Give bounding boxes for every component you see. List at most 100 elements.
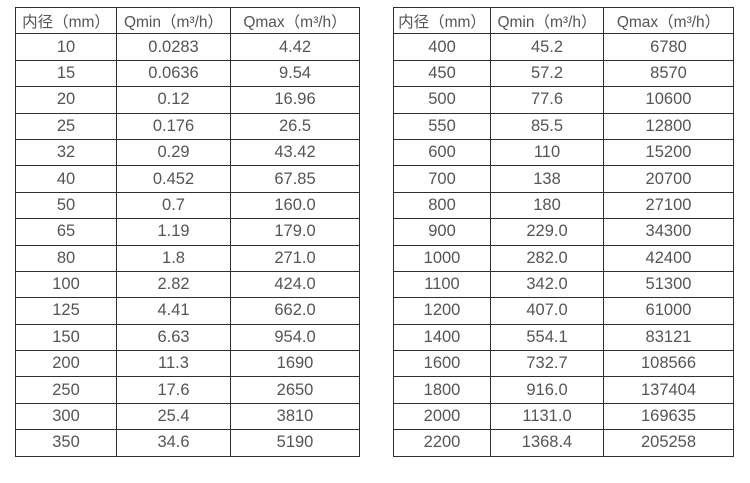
table-cell: 137404	[603, 376, 734, 404]
table-cell: 0.12	[116, 86, 231, 114]
table-cell: 800	[393, 191, 491, 220]
table-cell: 450	[393, 59, 491, 88]
table-row: 200 11.3 1690	[15, 350, 360, 378]
table-cell: 1800	[393, 376, 491, 404]
table-cell: 600	[393, 138, 491, 167]
table-row: 25 0.176 26.5	[15, 112, 360, 140]
table-cell: 9.54	[230, 59, 360, 88]
table-row: 300 25.4 3810	[15, 402, 360, 431]
column-header-inner-diameter: 内径（mm）	[15, 6, 117, 35]
table-row: 1600 732.7 108566	[393, 350, 734, 378]
table-row: 20 0.12 16.96	[15, 86, 360, 114]
header-row: 内径（mm） Qmin（m³/h） Qmax（m³/h）	[15, 6, 360, 35]
table-row: 800 180 27100	[393, 191, 734, 220]
table-row: 500 77.6 10600	[393, 86, 734, 114]
column-header-qmax: Qmax（m³/h）	[230, 6, 360, 35]
table-cell: 282.0	[490, 244, 604, 272]
table-row: 50 0.7 160.0	[15, 191, 360, 220]
table-cell: 271.0	[230, 244, 360, 272]
table-cell: 2650	[230, 376, 360, 404]
table-cell: 125	[15, 297, 117, 325]
table-cell: 0.452	[116, 165, 231, 193]
table-row: 32 0.29 43.42	[15, 138, 360, 167]
table-cell: 1000	[393, 244, 491, 272]
table-cell: 25	[15, 112, 117, 140]
table-cell: 100	[15, 270, 117, 299]
table-cell: 67.85	[230, 165, 360, 193]
table-cell: 20700	[603, 165, 734, 193]
table-row: 350 34.6 5190	[15, 429, 360, 457]
table-row: 1800 916.0 137404	[393, 376, 734, 404]
flow-rate-tables-page: 内径（mm） Qmin（m³/h） Qmax（m³/h） 10 0.0283 4.4…	[15, 6, 734, 457]
table-cell: 5190	[230, 429, 360, 457]
table-row: 1000 282.0 42400	[393, 244, 734, 272]
table-row: 250 17.6 2650	[15, 376, 360, 404]
table-cell: 40	[15, 165, 117, 193]
table-row: 2000 1131.0 169635	[393, 402, 734, 431]
column-header-qmin: Qmin（m³/h）	[116, 6, 231, 35]
table-header: 内径（mm） Qmin（m³/h） Qmax（m³/h）	[393, 6, 734, 35]
table-cell: 32	[15, 138, 117, 167]
table-cell: 662.0	[230, 297, 360, 325]
table-cell: 400	[393, 33, 491, 61]
table-row: 600 110 15200	[393, 138, 734, 167]
table-cell: 0.176	[116, 112, 231, 140]
table-cell: 700	[393, 165, 491, 193]
table-row: 125 4.41 662.0	[15, 297, 360, 325]
table-cell: 4.41	[116, 297, 231, 325]
table-cell: 138	[490, 165, 604, 193]
table-row: 550 85.5 12800	[393, 112, 734, 140]
table-cell: 1.8	[116, 244, 231, 272]
table-cell: 80	[15, 244, 117, 272]
table-cell: 407.0	[490, 297, 604, 325]
table-cell: 169635	[603, 402, 734, 431]
table-cell: 424.0	[230, 270, 360, 299]
table-cell: 1368.4	[490, 429, 604, 457]
table-cell: 1200	[393, 297, 491, 325]
table-cell: 1400	[393, 323, 491, 352]
table-cell: 1690	[230, 350, 360, 378]
table-cell: 34300	[603, 218, 734, 246]
table-cell: 550	[393, 112, 491, 140]
table-cell: 110	[490, 138, 604, 167]
table-cell: 4.42	[230, 33, 360, 61]
column-header-qmax: Qmax（m³/h）	[603, 6, 734, 35]
table-row: 1200 407.0 61000	[393, 297, 734, 325]
table-cell: 65	[15, 218, 117, 246]
table-row: 150 6.63 954.0	[15, 323, 360, 352]
table-cell: 554.1	[490, 323, 604, 352]
table-cell: 2200	[393, 429, 491, 457]
table-cell: 83121	[603, 323, 734, 352]
table-cell: 3810	[230, 402, 360, 431]
table-cell: 342.0	[490, 270, 604, 299]
table-cell: 34.6	[116, 429, 231, 457]
table-cell: 150	[15, 323, 117, 352]
table-cell: 45.2	[490, 33, 604, 61]
table-cell: 6.63	[116, 323, 231, 352]
table-cell: 350	[15, 429, 117, 457]
table-cell: 200	[15, 350, 117, 378]
table-cell: 12800	[603, 112, 734, 140]
table-cell: 1131.0	[490, 402, 604, 431]
table-cell: 77.6	[490, 86, 604, 114]
table-row: 40 0.452 67.85	[15, 165, 360, 193]
table-cell: 180	[490, 191, 604, 220]
table-row: 100 2.82 424.0	[15, 270, 360, 299]
table-cell: 300	[15, 402, 117, 431]
table-cell: 15200	[603, 138, 734, 167]
table-cell: 51300	[603, 270, 734, 299]
table-cell: 16.96	[230, 86, 360, 114]
table-cell: 27100	[603, 191, 734, 220]
table-cell: 11.3	[116, 350, 231, 378]
table-cell: 26.5	[230, 112, 360, 140]
table-cell: 179.0	[230, 218, 360, 246]
table-cell: 10600	[603, 86, 734, 114]
table-cell: 6780	[603, 33, 734, 61]
table-row: 450 57.2 8570	[393, 59, 734, 88]
table-row: 10 0.0283 4.42	[15, 33, 360, 61]
table-cell: 108566	[603, 350, 734, 378]
table-row: 1100 342.0 51300	[393, 270, 734, 299]
table-cell: 500	[393, 86, 491, 114]
table-cell: 732.7	[490, 350, 604, 378]
table-cell: 8570	[603, 59, 734, 88]
